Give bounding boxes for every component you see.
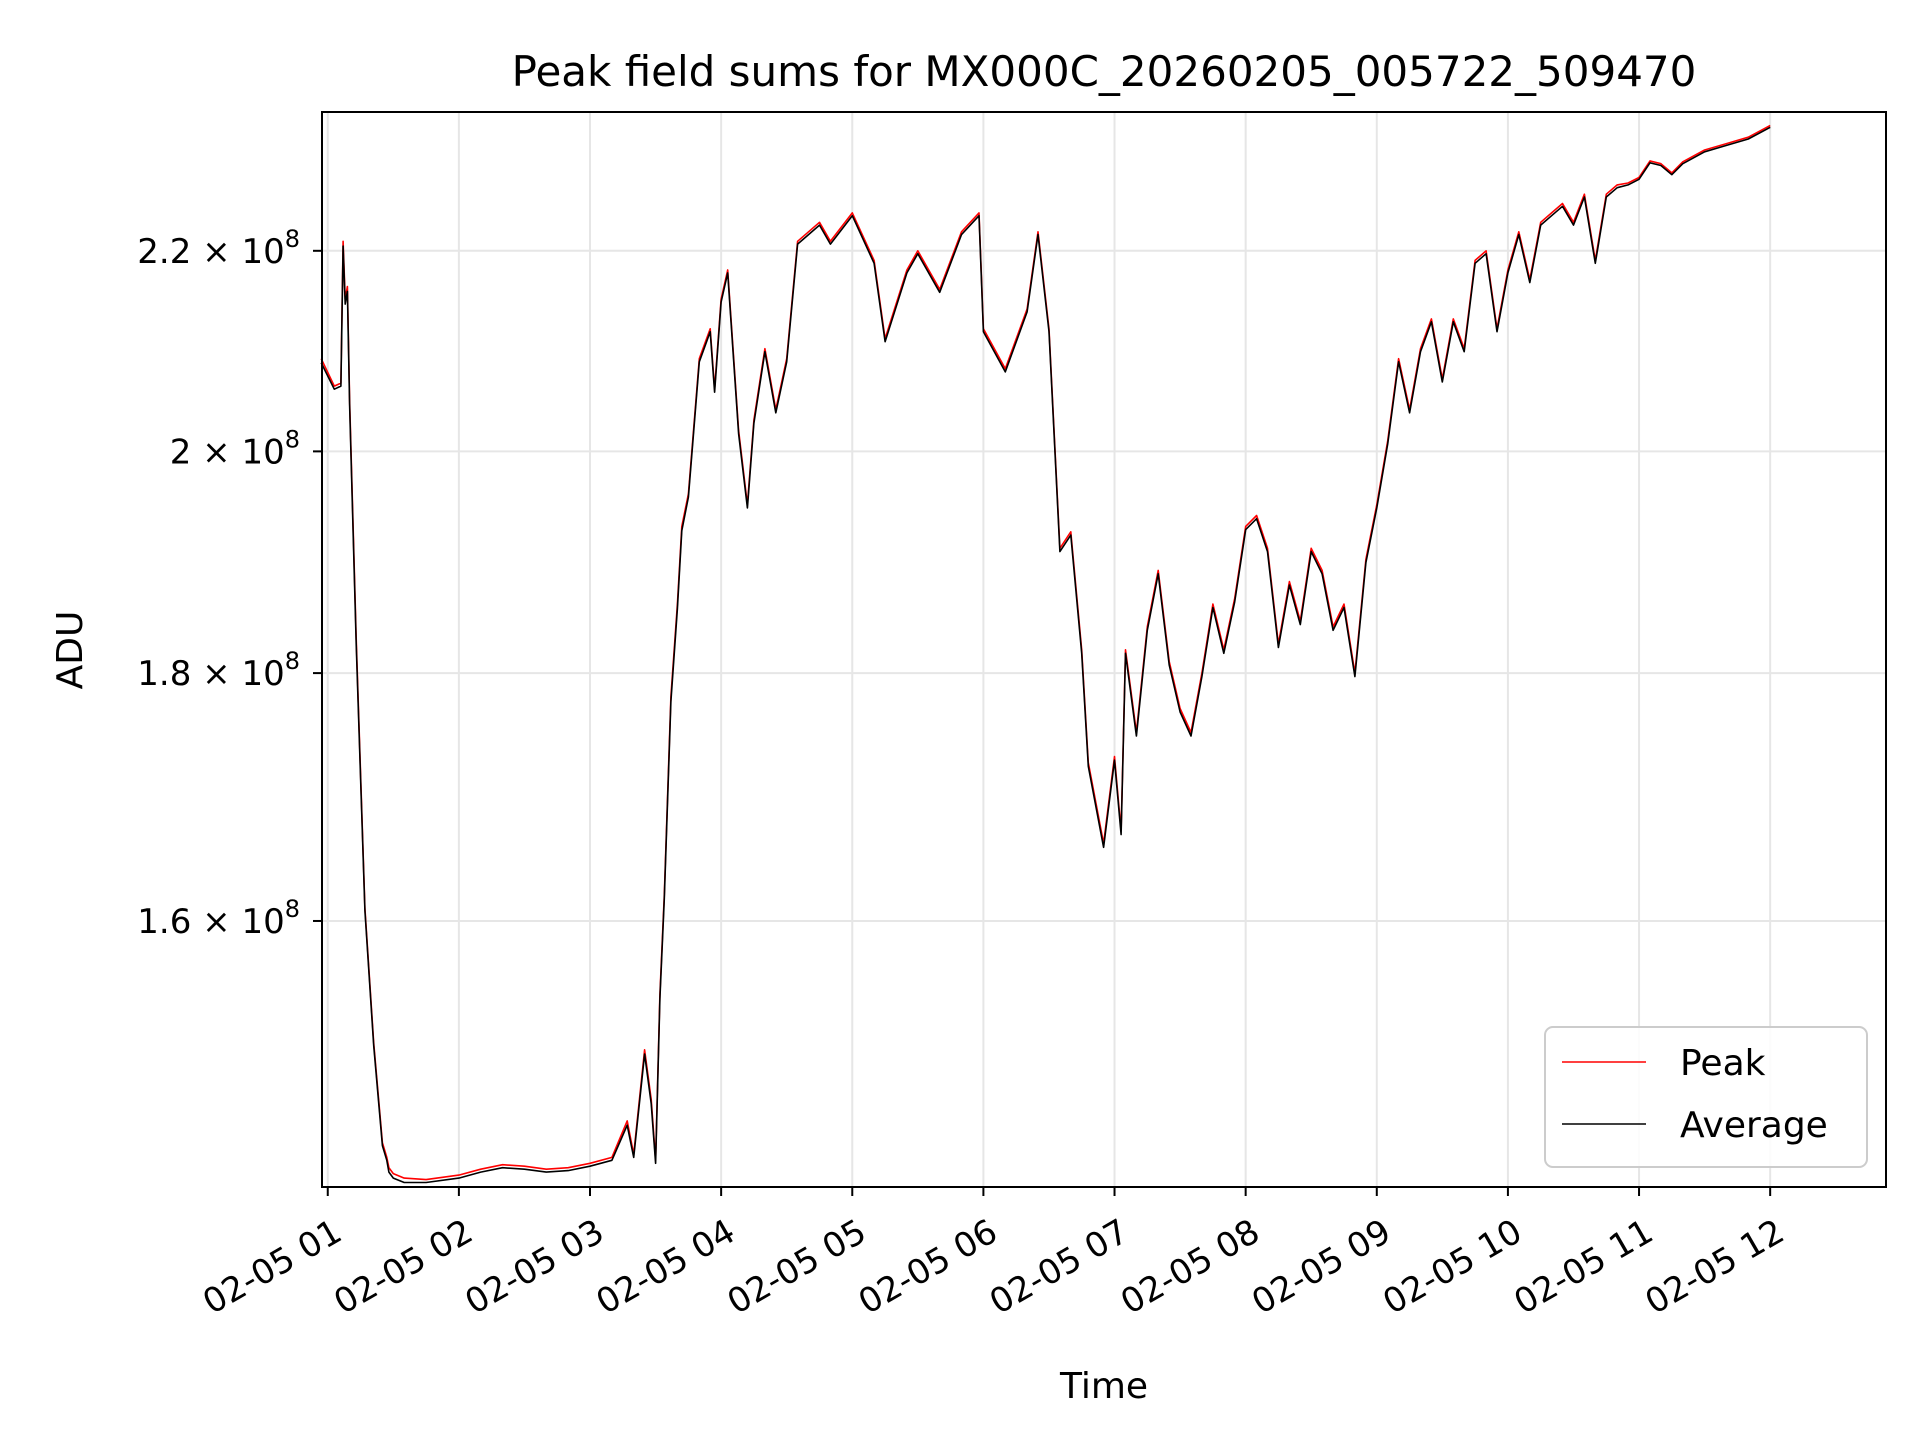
series-line-average: [320, 126, 1771, 1184]
y-axis-label: ADU: [50, 611, 91, 690]
legend-average-label: Average: [1680, 1105, 1828, 1146]
y-axis-ticks: 1.6 × 108 1.8 × 108 2 × 108 2.2 × 108: [137, 225, 322, 942]
x-axis-label: Time: [1059, 1366, 1148, 1407]
y-tick-label: 1.6 × 108: [137, 895, 300, 942]
chart-title: Peak field sums for MX000C_20260205_0057…: [512, 47, 1697, 96]
plot-frame: [321, 111, 1887, 1188]
y-tick-label: 2 × 108: [170, 425, 300, 472]
y-tick-label: 1.8 × 108: [137, 647, 300, 694]
legend: Peak Average: [1544, 1026, 1868, 1168]
series-lines: [320, 124, 1771, 1184]
legend-peak-label: Peak: [1680, 1043, 1766, 1084]
grid-lines: [322, 112, 1886, 1187]
y-tick-label: 2.2 × 108: [137, 225, 300, 272]
